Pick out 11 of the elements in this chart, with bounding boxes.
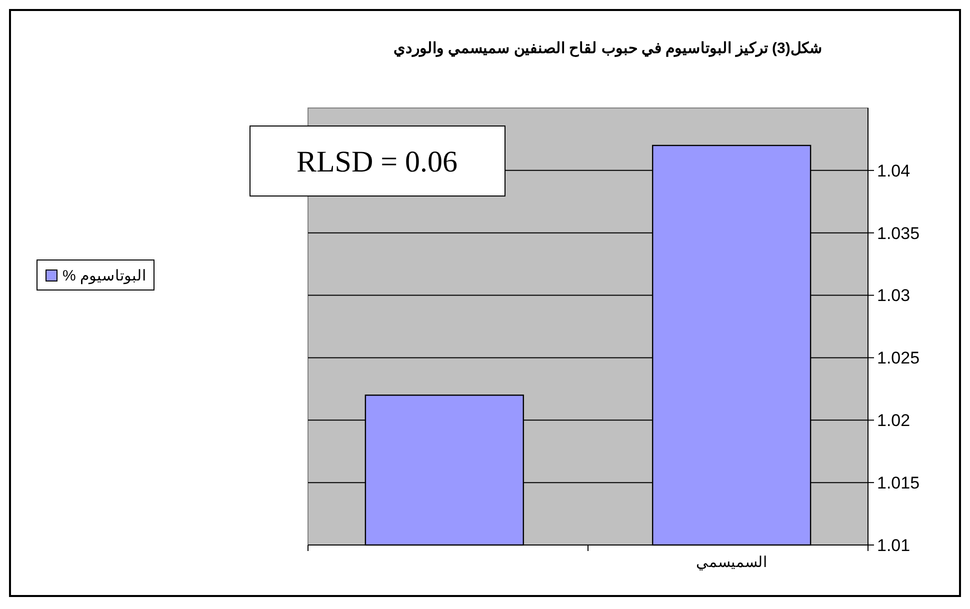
- y-tick-label: 1.025: [877, 348, 920, 368]
- x-tick-label: السميسمي: [696, 554, 768, 571]
- y-tick-label: 1.01: [877, 536, 910, 555]
- y-tick-label: 1.02: [877, 411, 910, 430]
- y-tick-label: 1.035: [877, 224, 920, 243]
- y-tick-label: 1.03: [877, 286, 910, 306]
- annotation: RLSD = 0.06: [296, 146, 458, 178]
- y-tick-label: 1.04: [877, 161, 910, 180]
- chart-title: شكل(3) تركيز البوتاسيوم في حبوب لقاح الصنفين سميسمي والوردي: [394, 40, 822, 58]
- y-tick-label: 1.015: [877, 474, 920, 493]
- legend-label: البوتاسيوم %: [62, 267, 146, 284]
